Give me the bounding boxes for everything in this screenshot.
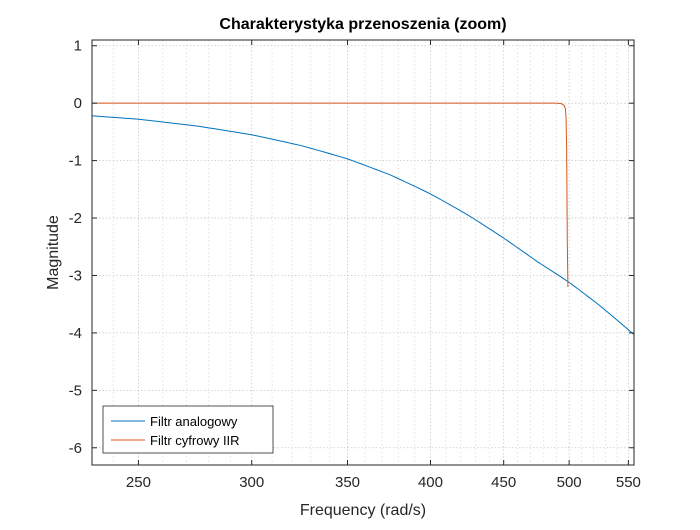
y-tick-label: -5 xyxy=(69,382,82,399)
x-tick-label: 500 xyxy=(557,474,582,491)
y-axis-label: Magnitude xyxy=(45,215,62,290)
x-tick-label: 250 xyxy=(126,474,151,491)
legend-entry-label: Filtr analogowy xyxy=(150,414,238,429)
x-tick-label: 400 xyxy=(418,474,443,491)
series-line-2 xyxy=(92,102,569,287)
x-tick-label: 450 xyxy=(491,474,516,491)
legend-entry-label: Filtr cyfrowy IIR xyxy=(150,433,240,448)
x-tick-label: 550 xyxy=(616,474,641,491)
x-tick-label: 300 xyxy=(239,474,264,491)
ticks: 250 300 350 400 450 500 550 1 0 -1 -2 -3 -4 -5 -6 xyxy=(69,38,641,491)
y-tick-label: -2 xyxy=(69,210,82,227)
grid xyxy=(92,40,634,465)
y-tick-label: -6 xyxy=(69,440,82,457)
y-tick-label: -3 xyxy=(69,267,82,284)
y-tick-label: -4 xyxy=(69,325,82,342)
axes-box xyxy=(91,39,635,466)
x-tick-label: 350 xyxy=(335,474,360,491)
legend: Filtr analogowy Filtr cyfrowy IIR xyxy=(102,405,274,454)
x-axis-label: Frequency (rad/s) xyxy=(300,502,426,519)
y-tick-label: 0 xyxy=(74,95,82,112)
series-line-1 xyxy=(92,115,634,336)
plot-lines xyxy=(92,102,634,336)
chart-title: Charakterystyka przenoszenia (zoom) xyxy=(219,16,506,33)
y-tick-label: 1 xyxy=(74,38,82,55)
y-tick-label: -1 xyxy=(69,153,82,170)
legend-box xyxy=(102,405,274,454)
